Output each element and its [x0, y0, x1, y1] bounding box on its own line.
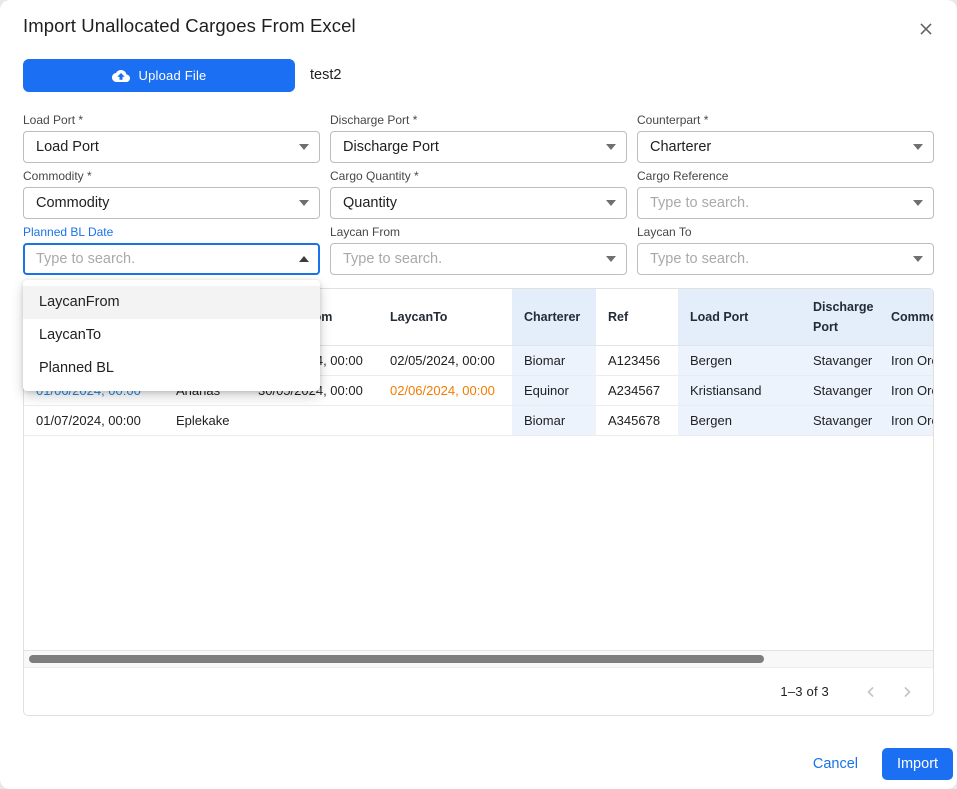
table-cell: Stavanger — [801, 375, 879, 405]
table-cell: 02/06/2024, 00:00 — [378, 375, 512, 405]
commodity-select[interactable]: Commodity — [23, 187, 320, 219]
field-laycan-from: Laycan From Type to search. — [330, 224, 627, 275]
chevron-down-icon — [299, 200, 309, 206]
pagination-range: 1–3 of 3 — [780, 684, 829, 699]
chevron-down-icon — [299, 144, 309, 150]
field-label: Laycan To — [637, 224, 934, 240]
table-cell: 02/05/2024, 00:00 — [378, 345, 512, 375]
counterpart-select[interactable]: Charterer — [637, 131, 934, 163]
laycan-to-select[interactable]: Type to search. — [637, 243, 934, 275]
upload-file-label: Upload File — [139, 68, 207, 83]
cancel-button[interactable]: Cancel — [809, 748, 862, 780]
table-cell: Iron Ore — [879, 345, 933, 375]
field-label: Load Port * — [23, 112, 320, 128]
close-button[interactable] — [913, 16, 939, 42]
table-cell: Stavanger — [801, 345, 879, 375]
field-cargo-reference: Cargo Reference Type to search. — [637, 168, 934, 219]
table-cell: A234567 — [596, 375, 678, 405]
chevron-down-icon — [606, 200, 616, 206]
field-label: Cargo Quantity * — [330, 168, 627, 184]
load-port-select[interactable]: Load Port — [23, 131, 320, 163]
field-planned-bl-date: Planned BL Date Type to search. — [23, 224, 320, 275]
table-cell: A123456 — [596, 345, 678, 375]
cargo-reference-select[interactable]: Type to search. — [637, 187, 934, 219]
table-header-cell: LaycanTo — [378, 289, 512, 345]
table-cell: Bergen — [678, 405, 801, 435]
table-header-cell: Charterer — [512, 289, 596, 345]
table-cell — [378, 405, 512, 435]
dialog-title: Import Unallocated Cargoes From Excel — [23, 15, 356, 37]
table-cell: 01/07/2024, 00:00 — [24, 405, 164, 435]
table-row: 01/07/2024, 00:00Eplekake BiomarA345678Be… — [24, 405, 933, 435]
close-icon — [915, 18, 937, 40]
chevron-down-icon — [606, 144, 616, 150]
table-cell: Eplekake — [164, 405, 246, 435]
field-cargo-quantity: Cargo Quantity * Quantity — [330, 168, 627, 219]
chevron-down-icon — [913, 256, 923, 262]
chevron-down-icon — [606, 256, 616, 262]
field-discharge-port: Discharge Port * Discharge Port — [330, 112, 627, 163]
table-cell: A345678 — [596, 405, 678, 435]
chevron-right-icon — [897, 682, 917, 702]
table-header-cell: Ref — [596, 289, 678, 345]
field-label: Commodity * — [23, 168, 320, 184]
field-label: Discharge Port * — [330, 112, 627, 128]
horizontal-scrollbar-thumb[interactable] — [29, 655, 764, 663]
table-cell: Biomar — [512, 345, 596, 375]
cloud-upload-icon — [112, 67, 130, 85]
field-counterpart: Counterpart * Charterer — [637, 112, 934, 163]
chevron-left-icon — [861, 682, 881, 702]
field-label: Counterpart * — [637, 112, 934, 128]
menu-item-planned-bl[interactable]: Planned BL — [23, 352, 320, 385]
laycan-from-select[interactable]: Type to search. — [330, 243, 627, 275]
table-pagination: 1–3 of 3 — [24, 668, 933, 715]
next-page-button[interactable] — [889, 674, 925, 710]
table-cell: Biomar — [512, 405, 596, 435]
table-cell — [246, 405, 378, 435]
table-cell: Bergen — [678, 345, 801, 375]
table-header-cell: Discharge Port — [801, 289, 879, 345]
import-cargoes-dialog: Import Unallocated Cargoes From Excel Up… — [0, 0, 957, 789]
table-cell: Kristiansand — [678, 375, 801, 405]
field-load-port: Load Port * Load Port — [23, 112, 320, 163]
field-label: Laycan From — [330, 224, 627, 240]
mapping-form: Load Port * Load Port Discharge Port * D… — [23, 112, 934, 275]
chevron-down-icon — [913, 200, 923, 206]
chevron-down-icon — [913, 144, 923, 150]
field-label: Cargo Reference — [637, 168, 934, 184]
menu-item-laycanfrom[interactable]: LaycanFrom — [23, 286, 320, 319]
table-cell: Stavanger — [801, 405, 879, 435]
cargo-quantity-select[interactable]: Quantity — [330, 187, 627, 219]
field-label: Planned BL Date — [23, 224, 320, 240]
field-commodity: Commodity * Commodity — [23, 168, 320, 219]
chevron-up-icon — [299, 256, 309, 262]
upload-file-button[interactable]: Upload File — [23, 59, 295, 92]
field-laycan-to: Laycan To Type to search. — [637, 224, 934, 275]
uploaded-file-name: test2 — [310, 59, 341, 92]
horizontal-scrollbar — [24, 650, 933, 668]
table-cell: Iron Ore — [879, 375, 933, 405]
menu-item-laycanto[interactable]: LaycanTo — [23, 319, 320, 352]
planned-bl-date-dropdown-menu: LaycanFrom LaycanTo Planned BL — [23, 280, 320, 391]
table-cell: Iron Ore — [879, 405, 933, 435]
table-header-cell: Load Port — [678, 289, 801, 345]
planned-bl-date-input[interactable]: Type to search. — [23, 243, 320, 275]
previous-page-button[interactable] — [853, 674, 889, 710]
table-cell: Equinor — [512, 375, 596, 405]
table-header-cell: Commodity — [879, 289, 933, 345]
import-button[interactable]: Import — [882, 748, 953, 780]
discharge-port-select[interactable]: Discharge Port — [330, 131, 627, 163]
